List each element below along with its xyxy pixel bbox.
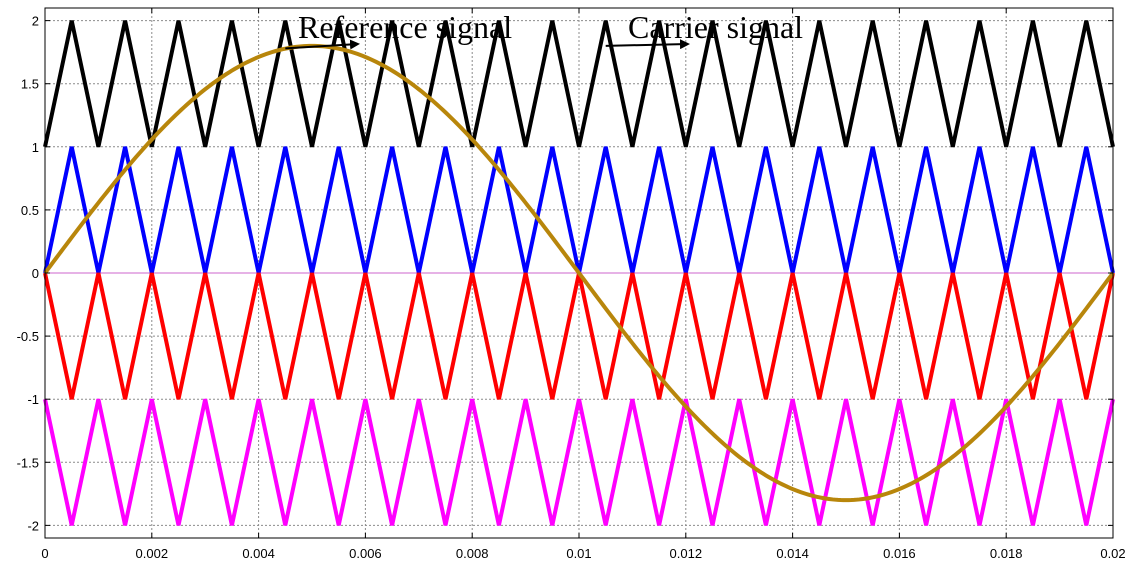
annotation-arrow bbox=[605, 39, 690, 50]
annotation-arrow bbox=[285, 39, 360, 50]
y-tick-label: 1 bbox=[32, 140, 39, 155]
y-tick-label: -0.5 bbox=[17, 329, 39, 344]
series-group bbox=[43, 20, 1115, 526]
y-tick-label: -2 bbox=[27, 518, 39, 533]
x-tick-label: 0.004 bbox=[242, 546, 275, 561]
x-tick-label: 0.018 bbox=[990, 546, 1023, 561]
y-tick-label: 1.5 bbox=[21, 77, 39, 92]
x-tick-label: 0.006 bbox=[349, 546, 382, 561]
y-tick-label: -1 bbox=[27, 392, 39, 407]
x-tick-label: 0.01 bbox=[566, 546, 591, 561]
x-tick-label: 0.014 bbox=[776, 546, 809, 561]
y-axis: 2 1.5 1 0.5 0 -0.5 -1 -1.5 -2 bbox=[17, 14, 1113, 533]
annotation-label: Carrier signal bbox=[628, 9, 803, 45]
y-tick-label: 2 bbox=[32, 14, 39, 29]
x-tick-label: 0.008 bbox=[456, 546, 489, 561]
annotation-label: Reference signal bbox=[298, 9, 512, 45]
series-line-4 bbox=[43, 398, 1115, 526]
series-line-5 bbox=[43, 43, 1115, 503]
x-tick-label: 0.002 bbox=[136, 546, 169, 561]
x-tick-label: 0.016 bbox=[883, 546, 916, 561]
x-tick-label: 0.012 bbox=[670, 546, 703, 561]
x-tick-label: 0 bbox=[41, 546, 48, 561]
x-tick-label: 0.02 bbox=[1100, 546, 1125, 561]
annotations: Reference signal Carrier signal bbox=[285, 9, 803, 50]
y-tick-label: 0.5 bbox=[21, 203, 39, 218]
y-tick-label: 0 bbox=[32, 266, 39, 281]
series-line-1 bbox=[43, 20, 1115, 148]
x-axis: 0 0.002 0.004 0.006 0.008 0.01 0.012 0.014 0.016… bbox=[41, 8, 1126, 561]
y-tick-label: -1.5 bbox=[17, 455, 39, 470]
